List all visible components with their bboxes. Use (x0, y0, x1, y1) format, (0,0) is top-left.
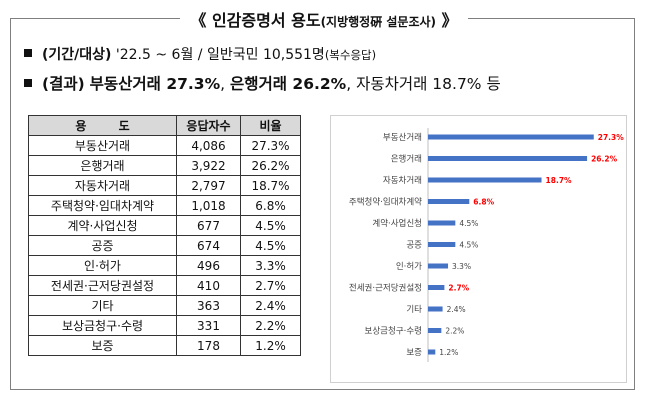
category-label: 기타 (406, 305, 422, 315)
cell-ratio: 27.3% (240, 135, 301, 156)
table-row: 보증 178 1.2% (28, 335, 301, 356)
table-row: 주택청약·임대차계약 1,018 6.8% (28, 195, 301, 216)
cell-usage: 보증 (28, 335, 177, 356)
category-label: 전세권·근저당권설정 (349, 283, 422, 294)
table-row: 은행거래 3,922 26.2% (28, 155, 301, 176)
cell-ratio: 18.7% (240, 175, 301, 196)
cell-usage: 주택청약·임대차계약 (28, 195, 177, 216)
table-row: 계약·사업신청 677 4.5% (28, 215, 301, 236)
cell-count: 496 (176, 255, 241, 276)
header-ratio: 비율 (240, 115, 301, 136)
value-label: 27.3% (598, 133, 625, 142)
bar (428, 263, 449, 269)
table-row: 인·허가 496 3.3% (28, 255, 301, 276)
bar (428, 199, 470, 204)
cell-count: 4,086 (176, 135, 241, 156)
cell-count: 677 (176, 215, 241, 236)
cell-ratio: 6.8% (240, 195, 301, 216)
cell-ratio: 4.5% (240, 235, 301, 256)
cell-ratio: 2.2% (240, 315, 301, 336)
cell-usage: 계약·사업신청 (28, 215, 177, 236)
cell-ratio: 1.2% (240, 335, 301, 356)
cell-ratio: 4.5% (240, 215, 301, 236)
cell-usage: 공증 (28, 235, 177, 256)
usage-table: 용 도 응답자수 비율 부동산거래 4,086 27.3% 은행거래 3,922 26.2… (28, 115, 301, 356)
bar (428, 156, 588, 161)
category-label: 보상금청구·수령 (365, 326, 422, 337)
cell-count: 674 (176, 235, 241, 256)
cell-count: 3,922 (176, 155, 241, 176)
table-row: 부동산거래 4,086 27.3% (28, 135, 301, 156)
cell-count: 1,018 (176, 195, 241, 216)
value-label: 4.5% (459, 241, 478, 250)
table-row: 보상금청구·수령 331 2.2% (28, 315, 301, 336)
category-label: 주택청약·임대차계약 (349, 197, 422, 208)
cell-usage: 은행거래 (28, 155, 177, 176)
table-header-row: 용 도 응답자수 비율 (28, 115, 301, 136)
category-label: 자동차거래 (383, 176, 422, 186)
cell-count: 178 (176, 335, 241, 356)
value-label: 4.5% (459, 219, 478, 228)
value-label: 2.2% (445, 327, 464, 336)
value-label: 26.2% (591, 155, 618, 164)
table-row: 기타 363 2.4% (28, 295, 301, 316)
bar-chart-svg: 부동산거래 27.3% 은행거래 26.2% 자동차거래 18.7% 주택청약·임대차계약 6… (349, 128, 625, 362)
bar (428, 349, 436, 355)
bar-chart: 부동산거래 27.3% 은행거래 26.2% 자동차거래 18.7% 주택청약·임대차계약 6… (330, 115, 627, 383)
result-summary-line: (결과) 부동산거래 27.3%, 은행거래 26.2%, 자동차거래 18.7… (24, 72, 501, 94)
cell-count: 410 (176, 275, 241, 296)
table-row: 자동차거래 2,797 18.7% (28, 175, 301, 196)
cell-usage: 부동산거래 (28, 135, 177, 156)
value-label: 3.3% (452, 262, 471, 271)
cell-usage: 인·허가 (28, 255, 177, 276)
value-label: 18.7% (546, 176, 573, 185)
cell-usage: 자동차거래 (28, 175, 177, 196)
title-bar: 《 인감증명서 용도(지방행정硏 설문조사) 》 (0, 7, 648, 31)
bullet-icon (24, 49, 32, 57)
cell-usage: 전세권·근저당권설정 (28, 275, 177, 296)
cell-count: 2,797 (176, 175, 241, 196)
bar (428, 306, 443, 312)
survey-info-line: (기간/대상) '22.5 ~ 6월 / 일반국민 10,551명(복수응답) (24, 44, 376, 64)
page-title: 《 인감증명서 용도(지방행정硏 설문조사) 》 (180, 7, 468, 31)
bar (428, 328, 442, 333)
cell-count: 331 (176, 315, 241, 336)
bar (428, 220, 456, 226)
category-label: 부동산거래 (383, 132, 422, 143)
header-count: 응답자수 (176, 115, 241, 136)
bar (428, 177, 542, 183)
header-usage: 용 도 (28, 115, 177, 136)
value-label: 2.7% (448, 284, 469, 293)
category-label: 계약·사업신청 (372, 218, 422, 229)
value-label: 1.2% (439, 348, 458, 357)
cell-ratio: 2.7% (240, 275, 301, 296)
bar (428, 285, 445, 290)
category-label: 은행거래 (391, 154, 422, 165)
table-row: 전세권·근저당권설정 410 2.7% (28, 275, 301, 296)
cell-ratio: 26.2% (240, 155, 301, 176)
cell-count: 363 (176, 295, 241, 316)
category-label: 보증 (406, 348, 422, 358)
category-label: 인·허가 (396, 261, 422, 272)
cell-usage: 기타 (28, 295, 177, 316)
table-row: 공증 674 4.5% (28, 235, 301, 256)
bullet-icon (24, 79, 32, 87)
value-label: 6.8% (473, 198, 494, 207)
cell-ratio: 2.4% (240, 295, 301, 316)
bar (428, 242, 456, 247)
value-label: 2.4% (447, 305, 466, 314)
cell-ratio: 3.3% (240, 255, 301, 276)
category-label: 공증 (406, 241, 422, 251)
cell-usage: 보상금청구·수령 (28, 315, 177, 336)
bar (428, 134, 594, 140)
